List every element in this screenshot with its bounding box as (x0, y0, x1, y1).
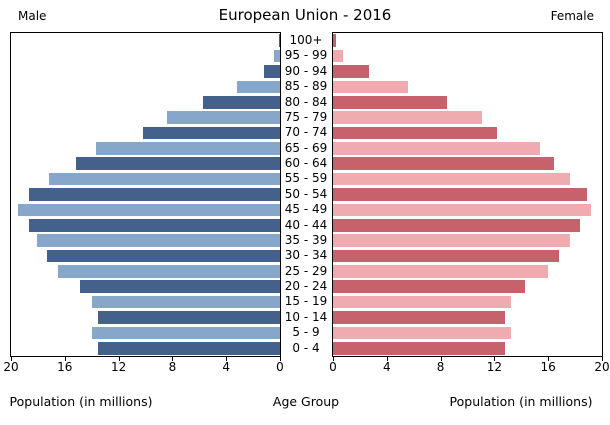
age-group-label: 5 - 9 (292, 325, 320, 340)
female-plot-area (332, 32, 603, 357)
age-group-label: 40 - 44 (284, 217, 328, 232)
age-group-label: 55 - 59 (284, 171, 328, 186)
age-group-label: 80 - 84 (284, 94, 328, 109)
female-bar-15-19 (333, 295, 511, 309)
male-bar-80-84 (203, 95, 280, 109)
male-side-header: Male (18, 9, 47, 23)
male-bar-60-64 (75, 157, 280, 171)
female-bar-80-84 (333, 95, 448, 109)
x-tick-mark (118, 357, 120, 361)
x-tick-mark (333, 357, 334, 361)
x-tick-label: 0 (276, 360, 284, 374)
age-group-label: 0 - 4 (292, 340, 320, 355)
female-bar-35-39 (333, 234, 570, 247)
x-tick-label: 4 (222, 360, 230, 374)
male-bar-20-24 (79, 280, 280, 294)
x-tick-label: 16 (540, 360, 556, 374)
male-bar-70-74 (142, 126, 280, 140)
x-axis-label-right: Population (in millions) (449, 394, 593, 409)
female-bar-0-4 (333, 342, 506, 355)
female-bar-5-9 (333, 326, 511, 340)
x-tick-label: 12 (110, 360, 127, 374)
male-bar-95-99 (273, 49, 280, 63)
age-group-label: 35 - 39 (284, 232, 328, 247)
female-bar-20-24 (333, 280, 526, 294)
age-group-label: 90 - 94 (284, 63, 328, 78)
female-side-header: Female (550, 9, 594, 23)
x-tick-mark (386, 357, 388, 361)
x-tick-mark (226, 357, 228, 361)
x-tick-label: 4 (382, 360, 391, 374)
female-bar-30-34 (333, 249, 559, 263)
x-tick-label: 20 (3, 360, 19, 374)
female-bar-65-69 (333, 142, 541, 155)
x-tick-mark (172, 357, 174, 361)
male-plot-area (10, 32, 281, 357)
age-group-axis: 100+ 95 - 99 90 - 94 85 - 89 80 - 84 75 - 79 7… (281, 33, 331, 356)
age-group-label: 30 - 34 (284, 248, 328, 263)
x-axis-label-center: Age Group (272, 394, 340, 409)
female-bar-10-14 (333, 311, 506, 324)
male-bar-40-44 (28, 218, 280, 232)
x-tick-label: 20 (594, 360, 610, 374)
age-group-label: 45 - 49 (284, 202, 328, 217)
male-bar-85-89 (236, 80, 280, 94)
male-bar-15-19 (91, 295, 280, 309)
female-bar-70-74 (333, 126, 498, 140)
age-group-label: 10 - 14 (284, 309, 328, 324)
x-axis-label-left: Population (in millions) (9, 394, 153, 409)
age-group-label: 65 - 69 (284, 140, 328, 155)
age-group-label: 70 - 74 (284, 125, 328, 140)
x-tick-label: 12 (486, 360, 503, 374)
male-bar-30-34 (47, 249, 280, 263)
female-bar-100+ (333, 34, 336, 47)
x-tick-mark (548, 357, 550, 361)
age-group-label: 100+ (289, 33, 323, 47)
male-bar-25-29 (58, 265, 280, 278)
x-tick-label: 8 (168, 360, 177, 374)
x-tick-mark (494, 357, 496, 361)
x-tick-mark (11, 357, 12, 361)
x-tick-mark (280, 357, 281, 361)
age-group-label: 60 - 64 (284, 156, 328, 170)
male-bar-0-4 (98, 342, 280, 355)
age-group-label: 20 - 24 (284, 279, 328, 293)
male-bar-10-14 (98, 311, 280, 324)
age-group-label: 15 - 19 (284, 294, 328, 309)
female-bar-75-79 (333, 111, 483, 124)
male-bar-100+ (278, 34, 280, 47)
chart-title: European Union - 2016 (218, 6, 392, 24)
x-tick-mark (602, 357, 603, 361)
male-bar-65-69 (95, 142, 280, 155)
male-bar-35-39 (36, 234, 280, 247)
age-group-label: 25 - 29 (284, 263, 328, 278)
x-tick-label: 16 (57, 360, 73, 374)
x-tick-mark (64, 357, 66, 361)
male-bar-50-54 (28, 188, 280, 201)
female-bar-60-64 (333, 157, 554, 171)
female-bar-25-29 (333, 265, 549, 278)
age-group-label: 75 - 79 (284, 109, 328, 124)
female-bar-90-94 (333, 65, 370, 78)
x-tick-label: 8 (436, 360, 445, 374)
x-tick-label: 0 (329, 360, 337, 374)
male-bar-75-79 (167, 111, 280, 124)
female-bar-95-99 (333, 49, 344, 63)
male-bar-55-59 (48, 172, 280, 186)
age-group-label: 85 - 89 (284, 79, 328, 94)
male-bar-45-49 (17, 203, 280, 217)
male-bar-5-9 (91, 326, 280, 340)
female-bar-45-49 (333, 203, 592, 217)
female-bar-55-59 (333, 172, 570, 186)
x-tick-mark (440, 357, 442, 361)
age-group-label: 95 - 99 (284, 48, 328, 63)
female-bar-85-89 (333, 80, 409, 94)
female-bar-40-44 (333, 218, 581, 232)
male-bar-90-94 (263, 65, 280, 78)
female-bar-50-54 (333, 188, 588, 201)
age-group-label: 50 - 54 (284, 186, 328, 201)
